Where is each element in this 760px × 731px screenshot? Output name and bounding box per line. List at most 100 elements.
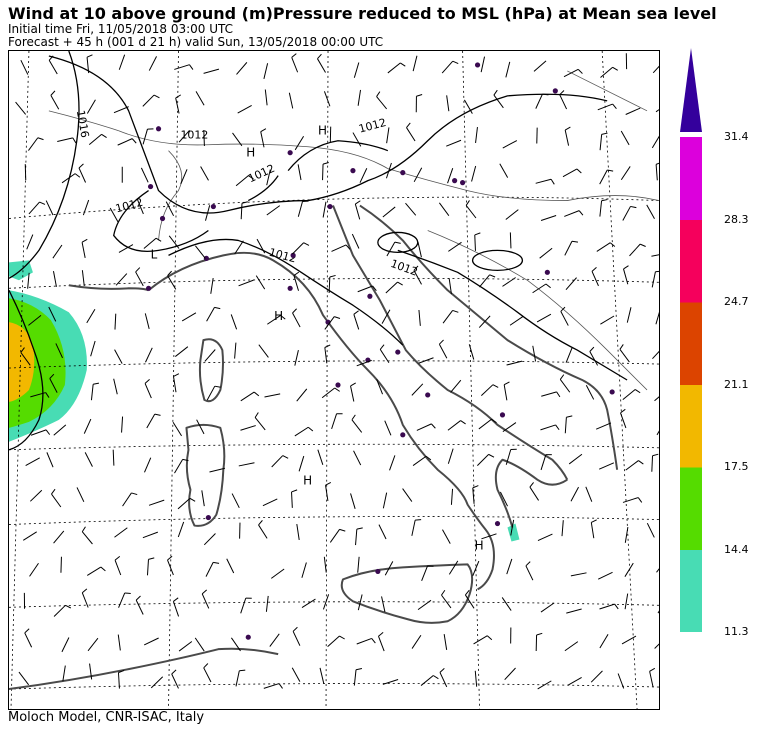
wind-barb bbox=[30, 429, 47, 436]
wind-barb-feather bbox=[433, 675, 439, 680]
low-pressure-marker: L bbox=[151, 247, 158, 261]
wind-barb bbox=[195, 245, 206, 259]
wind-barb-feather bbox=[74, 173, 81, 178]
city-dot bbox=[287, 285, 293, 291]
wind-barb bbox=[204, 349, 216, 362]
wind-barb bbox=[448, 241, 462, 252]
wind-barb bbox=[471, 165, 477, 182]
wind-barb bbox=[240, 391, 255, 402]
wind-barb bbox=[113, 378, 118, 395]
wind-barb bbox=[121, 416, 124, 433]
wind-barb bbox=[298, 455, 305, 472]
wind-barb bbox=[238, 462, 255, 467]
wind-barb bbox=[564, 417, 567, 434]
wind-barb bbox=[288, 92, 294, 109]
colorbar-tick-label: 31.4 bbox=[724, 130, 749, 143]
wind-barb bbox=[382, 492, 388, 509]
wind-barb bbox=[468, 344, 475, 360]
wind-barb bbox=[142, 94, 155, 107]
wind-barb-feather bbox=[452, 309, 459, 313]
city-dot bbox=[367, 293, 373, 299]
wind-barb-feather bbox=[201, 589, 208, 595]
wind-barb bbox=[328, 276, 331, 293]
wind-barb bbox=[81, 592, 89, 608]
wind-barb-feather bbox=[555, 424, 560, 431]
wind-barb-feather bbox=[559, 90, 565, 96]
wind-barb bbox=[504, 667, 516, 681]
wind-barb bbox=[331, 413, 338, 430]
wind-barb bbox=[266, 169, 271, 186]
city-markers bbox=[145, 62, 615, 640]
wind-barb bbox=[87, 637, 99, 652]
wind-barb bbox=[354, 203, 361, 220]
colorbar-tick-label: 17.5 bbox=[724, 460, 749, 473]
city-dot bbox=[400, 170, 406, 176]
wind-barb bbox=[536, 313, 552, 323]
wind-barb-feather bbox=[155, 237, 162, 242]
wind-barb-feather bbox=[620, 408, 626, 414]
wind-barb-feather bbox=[400, 62, 406, 67]
wind-barb bbox=[381, 596, 386, 613]
wind-barb bbox=[478, 418, 492, 430]
wind-barb-feather bbox=[601, 199, 608, 202]
wind-barb bbox=[537, 533, 553, 542]
city-dot bbox=[287, 150, 293, 156]
wind-barb bbox=[540, 454, 547, 471]
wind-barb bbox=[292, 631, 301, 646]
wind-barb bbox=[115, 273, 128, 286]
wind-barb bbox=[117, 634, 121, 651]
wind-barb-feather bbox=[571, 240, 579, 243]
wind-barb bbox=[535, 178, 552, 184]
wind-barb bbox=[84, 452, 93, 467]
wind-barb bbox=[140, 167, 149, 183]
city-dot bbox=[210, 203, 216, 210]
wind-barb bbox=[89, 663, 93, 680]
wind-barb bbox=[291, 667, 301, 682]
forecast-valid-time: Forecast + 45 h (001 d 21 h) valid Sun, … bbox=[8, 35, 384, 49]
wind-barb bbox=[622, 206, 631, 221]
wind-barb bbox=[82, 199, 90, 216]
wind-barb bbox=[438, 343, 448, 359]
city-dot bbox=[460, 180, 466, 186]
wind-barb bbox=[559, 379, 571, 393]
wind-barb bbox=[565, 277, 577, 291]
wind-barb bbox=[206, 385, 216, 401]
wind-barb bbox=[174, 459, 184, 474]
wind-barb bbox=[412, 55, 418, 72]
wind-barb-feather bbox=[45, 392, 50, 398]
wind-barb bbox=[502, 422, 517, 433]
wind-barb bbox=[447, 420, 461, 431]
wind-barb bbox=[450, 379, 462, 393]
wind-barb-feather bbox=[439, 668, 445, 673]
wind-barb-feather bbox=[65, 604, 72, 609]
wind-barb bbox=[329, 529, 340, 543]
city-dot bbox=[395, 349, 401, 355]
wind-barb-feather bbox=[591, 519, 597, 523]
wind-barb-feather bbox=[351, 414, 356, 421]
high-pressure-marker: H bbox=[318, 124, 327, 138]
wind-barb bbox=[319, 667, 325, 684]
wind-barb bbox=[81, 242, 86, 258]
wind-barb-feather bbox=[350, 382, 356, 387]
wind-barb bbox=[385, 162, 392, 179]
wind-barb bbox=[597, 103, 613, 111]
wind-barb-feather bbox=[253, 391, 260, 397]
wind-barb bbox=[411, 634, 422, 649]
wind-barb-feather bbox=[439, 339, 444, 345]
wind-barb-feather bbox=[293, 271, 300, 276]
wind-barb bbox=[45, 200, 54, 216]
colorbar-tick-label: 24.7 bbox=[724, 295, 749, 308]
wind-barb bbox=[651, 254, 659, 257]
wind-barb bbox=[585, 486, 593, 502]
wind-barb bbox=[464, 594, 475, 609]
wind-barb bbox=[446, 139, 462, 147]
wind-barb-feather bbox=[118, 669, 125, 674]
isobar-label: 1012 bbox=[389, 257, 420, 279]
wind-barb bbox=[413, 167, 423, 183]
wind-barb bbox=[172, 422, 182, 437]
wind-barb bbox=[646, 522, 655, 538]
wind-barb bbox=[654, 643, 659, 649]
wind-barb bbox=[51, 493, 62, 508]
wind-barb-feather bbox=[329, 274, 336, 278]
wind-barb bbox=[570, 486, 579, 502]
